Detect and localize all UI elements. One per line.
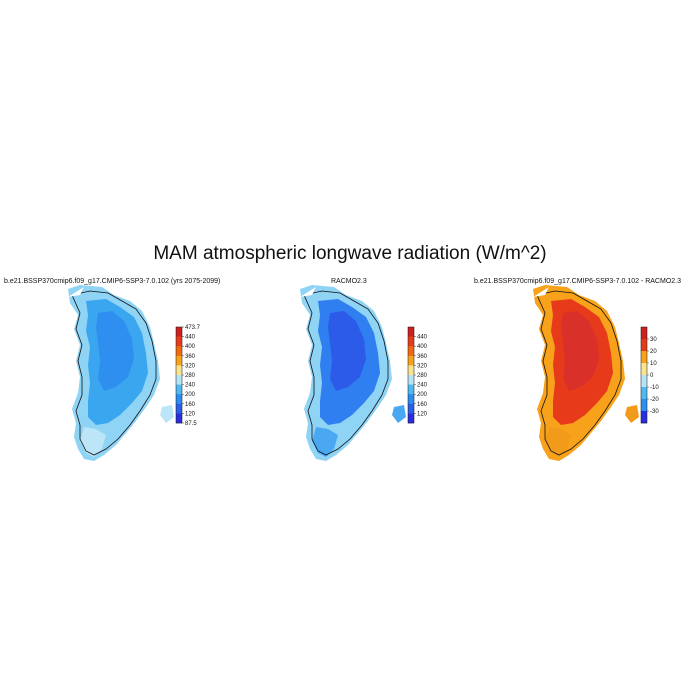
colorbar-swatch (408, 384, 414, 395)
colorbar-label: 400 (185, 344, 196, 350)
east-island-diff (625, 405, 639, 423)
colorbar-swatch (408, 413, 414, 424)
colorbar-label: 360 (417, 354, 428, 360)
colorbar-swatch (408, 336, 414, 347)
colorbar-swatch (408, 355, 414, 366)
colorbar-swatch (641, 411, 647, 424)
colorbar-swatch (408, 346, 414, 357)
colorbar-swatch (176, 336, 182, 347)
colorbar-swatch (408, 327, 414, 337)
map-panel-obs: 440 400 360 320 280 240 200 160 120 (300, 285, 428, 461)
colorbar-model: 473.7 440 400 360 320 280 240 200 160 120 87.5 (175, 325, 201, 427)
coastline-obs (303, 290, 389, 456)
colorbar-label: 440 (185, 335, 196, 341)
colorbar-label: 280 (417, 373, 428, 379)
fjord-notch-model (68, 287, 84, 297)
colorbar-label: 320 (417, 363, 428, 369)
colorbar-label: 120 (185, 411, 196, 417)
colorbar-label: 360 (185, 354, 196, 360)
colorbar-label: -30 (650, 409, 659, 415)
map-panel-model: 473.7 440 400 360 320 280 240 200 160 120 87.5 (68, 285, 201, 461)
panel-title-model: b.e21.BSSP370cmip6.f09_g17.CMIP6-SSP3-7.… (4, 278, 221, 285)
colorbar-label: 200 (185, 392, 196, 398)
east-island-obs (392, 405, 406, 423)
colorbar-swatch (641, 387, 647, 400)
figure-title: MAM atmospheric longwave radiation (W/m^… (153, 243, 547, 264)
colorbar-swatch (176, 375, 182, 385)
colorbar-swatch (641, 339, 647, 352)
colorbar-swatch (176, 365, 182, 376)
colorbar-label: 160 (417, 402, 428, 408)
colorbar-swatch (641, 351, 647, 364)
colorbar-label: 20 (650, 349, 657, 355)
colorbar-swatch (408, 365, 414, 376)
colorbar-swatch (408, 394, 414, 405)
coastline-diff (536, 290, 622, 456)
colorbar-swatch (408, 403, 414, 414)
fjord-notch-obs (300, 287, 316, 297)
colorbar-label: 400 (417, 344, 428, 350)
colorbar-swatch (641, 327, 647, 340)
ice-sheet-core-model (96, 311, 134, 391)
colorbar-swatch (641, 399, 647, 412)
colorbar-label: 240 (417, 383, 428, 389)
colorbar-label: 87.5 (185, 421, 197, 427)
greenland-diff (533, 285, 639, 461)
south-tip-obs (312, 427, 338, 457)
colorbar-swatch (176, 384, 182, 395)
colorbar-swatch (408, 375, 414, 385)
colorbar-swatch (176, 346, 182, 357)
coastline-model (71, 290, 157, 456)
map-panel-diff: 30 20 10 0 -10 -20 -30 (533, 285, 659, 461)
ice-sheet-core-obs (328, 311, 366, 391)
panel-title-diff: b.e21.BSSP370cmip6.f09_g17.CMIP6-SSP3-7.… (474, 278, 681, 285)
ice-sheet-core-diff (561, 311, 599, 391)
colorbar-label: 200 (417, 392, 428, 398)
south-tip-diff (545, 427, 571, 457)
colorbar-label: 280 (185, 373, 196, 379)
colorbar-swatch (176, 403, 182, 414)
colorbar-label: 473.7 (185, 325, 201, 331)
greenland-obs (300, 285, 406, 461)
colorbar-label: -10 (650, 385, 659, 391)
fjord-notch-diff (533, 287, 549, 297)
colorbar-swatch (176, 394, 182, 405)
colorbar-label: 30 (650, 337, 657, 343)
colorbar-label: 320 (185, 363, 196, 369)
panel-title-obs: RACMO2.3 (331, 278, 367, 285)
colorbar-label: 0 (650, 373, 654, 379)
colorbar-swatch (176, 355, 182, 366)
colorbar-label: 160 (185, 402, 196, 408)
colorbar-label: -20 (650, 397, 659, 403)
colorbar-swatch (176, 413, 182, 424)
colorbar-label: 240 (185, 383, 196, 389)
colorbar-swatch (641, 375, 647, 388)
colorbar-diff: 30 20 10 0 -10 -20 -30 (640, 326, 659, 424)
colorbar-label: 120 (417, 411, 428, 417)
colorbar-swatch (176, 327, 182, 337)
colorbar-obs: 440 400 360 320 280 240 200 160 120 (407, 326, 428, 424)
colorbar-swatch (641, 363, 647, 376)
greenland-model (68, 285, 174, 461)
south-tip-model (80, 427, 106, 457)
east-island-model (160, 405, 174, 423)
colorbar-label: 10 (650, 361, 657, 367)
colorbar-label: 440 (417, 335, 428, 341)
